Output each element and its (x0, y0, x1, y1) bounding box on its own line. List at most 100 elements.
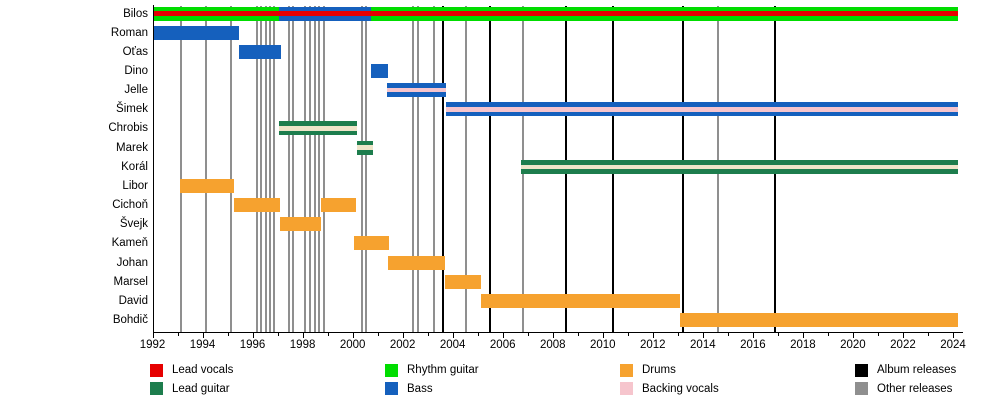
legend-item-backing-vocals: Backing vocals (620, 382, 719, 396)
x-axis-minor-tick (427, 332, 429, 336)
x-axis-tick-label: 1996 (239, 338, 266, 351)
other-release-line (313, 6, 316, 332)
row-label-bohdi: Bohdič (112, 314, 148, 327)
legend-label: Other releases (877, 382, 953, 395)
legend-swatch-lead-guitar (150, 382, 163, 395)
timeline-bar (353, 236, 389, 251)
legend-swatch-album-releases (855, 363, 868, 377)
x-axis-tick-label: 1992 (139, 338, 166, 351)
legend-label: Lead guitar (172, 382, 230, 395)
legend-swatch-other-releases (855, 382, 868, 395)
backing-vocals-stripe (521, 164, 958, 170)
x-axis-tick-label: 1998 (289, 338, 316, 351)
other-release-line (308, 6, 311, 332)
x-axis-tick-label: 2012 (640, 338, 666, 351)
timeline-bar (152, 25, 239, 40)
row-label-david: David (118, 294, 148, 307)
legend-label: Album releases (877, 364, 957, 376)
row-label-kame: Kameň (111, 237, 148, 250)
timeline-bar (387, 255, 445, 270)
legend-swatch-lead-vocals (150, 363, 163, 377)
other-release-line (180, 6, 183, 332)
legend-item-drums: Drums (620, 363, 676, 377)
legend-label: Drums (642, 364, 676, 376)
other-release-line (417, 6, 420, 332)
legend-label: Lead vocals (172, 364, 234, 376)
x-axis-minor-tick (177, 332, 179, 336)
legend-swatch-rhythm-guitar (385, 363, 398, 377)
timeline-bar (480, 293, 681, 308)
x-axis-major-tick (202, 332, 204, 338)
row-label-dino: Dino (124, 64, 148, 77)
row-label-johan: Johan (116, 256, 148, 269)
legend-item-rhythm-guitar: Rhythm guitar (385, 363, 479, 377)
row-label-marek: Marek (116, 141, 148, 154)
x-axis-major-tick (152, 332, 154, 338)
x-axis-minor-tick (877, 332, 879, 336)
x-axis-minor-tick (527, 332, 529, 336)
x-axis-tick-label: 2000 (339, 338, 366, 351)
x-axis-minor-tick (277, 332, 279, 336)
row-label-libor: Libor (122, 179, 148, 192)
x-axis-tick-label: 2014 (690, 338, 716, 351)
backing-vocals-stripe (356, 145, 373, 150)
timeline-bar (180, 178, 235, 193)
x-axis-major-tick (352, 332, 354, 338)
x-axis-minor-tick (377, 332, 379, 336)
row-label-oas: Oťas (122, 45, 148, 58)
x-axis-major-tick (952, 332, 954, 338)
x-axis-minor-tick (627, 332, 629, 336)
row-label-jelle: Jelle (124, 84, 148, 97)
timeline-bar (680, 313, 958, 328)
x-axis-major-tick (752, 332, 754, 338)
x-axis-minor-tick (477, 332, 479, 336)
other-release-line (229, 6, 232, 332)
x-axis-tick-label: 2004 (439, 338, 466, 351)
x-axis-minor-tick (927, 332, 929, 336)
row-label-roman: Roman (110, 26, 148, 39)
x-axis-tick-label: 2022 (890, 338, 916, 351)
legend-item-lead-vocals: Lead vocals (150, 363, 233, 377)
legend-item-other-releases: Other releases (855, 382, 952, 396)
x-axis-major-tick (252, 332, 254, 338)
other-release-line (317, 6, 320, 332)
x-axis-tick-label: 2016 (740, 338, 766, 351)
legend-item-lead-guitar: Lead guitar (150, 382, 230, 396)
row-label-cicho: Cichoň (112, 199, 148, 212)
row-label-chrobis: Chrobis (108, 122, 148, 135)
x-axis-major-tick (602, 332, 604, 338)
x-axis-minor-tick (577, 332, 579, 336)
x-axis-tick-label: 2024 (940, 338, 966, 351)
legend-swatch-drums (620, 363, 633, 377)
row-label-korl: Korál (121, 160, 148, 173)
legend-label: Bass (407, 382, 433, 395)
lead-vocals-stripe (152, 11, 958, 16)
x-axis-major-tick (902, 332, 904, 338)
x-axis-tick-label: 2008 (539, 338, 566, 351)
legend-swatch-bass (385, 382, 398, 395)
other-release-line (292, 6, 295, 332)
timeline-bar (280, 217, 321, 232)
x-axis-major-tick (402, 332, 404, 338)
x-axis-minor-tick (677, 332, 679, 336)
legend-item-album-releases: Album releases (855, 363, 956, 377)
x-axis-major-tick (852, 332, 854, 338)
other-release-line (412, 6, 415, 332)
legend-label: Backing vocals (642, 382, 719, 395)
legend-label: Rhythm guitar (407, 364, 479, 376)
other-release-line (303, 6, 306, 332)
other-release-line (268, 6, 271, 332)
timeline-bar (320, 198, 356, 213)
timeline-bar (370, 63, 388, 78)
other-release-line (259, 6, 262, 332)
timeline-bar (444, 274, 481, 289)
x-axis-major-tick (552, 332, 554, 338)
x-axis-tick-label: 1994 (189, 338, 216, 351)
timeline-bar (238, 44, 282, 59)
y-axis-line (152, 5, 154, 332)
other-release-line (264, 6, 267, 332)
x-axis-minor-tick (727, 332, 729, 336)
x-axis-tick-label: 2010 (589, 338, 616, 351)
backing-vocals-stripe (386, 87, 446, 93)
x-axis-minor-tick (777, 332, 779, 336)
